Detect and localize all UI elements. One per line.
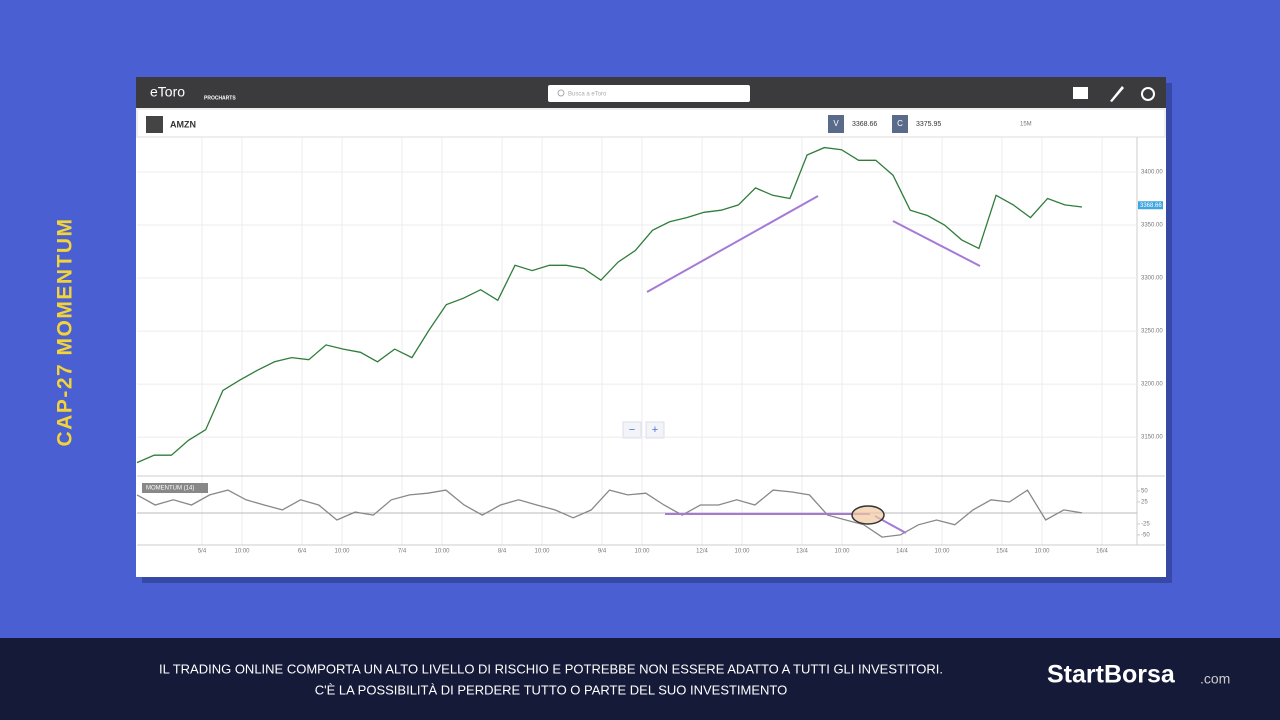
symbol-icon xyxy=(146,116,163,133)
x-tick-label: 8/4 xyxy=(498,549,507,555)
highlight-circle xyxy=(851,505,885,525)
zoom-out[interactable] xyxy=(622,421,642,439)
disclaimer-line: C'È LA POSSIBILITÀ DI PERDERE TUTTO O PA… xyxy=(315,682,788,697)
ask-badge[interactable] xyxy=(892,115,908,133)
side-title: CAP-27 MOMENTUM xyxy=(54,217,77,446)
x-tick-label: 15/4 xyxy=(996,549,1008,555)
timeframe[interactable]: 15M xyxy=(1020,122,1032,128)
footer-bar xyxy=(0,638,1280,720)
x-tick-label: 14/4 xyxy=(896,549,908,555)
logo-sub: PROCHARTS xyxy=(204,95,236,101)
y-tick-label: 3300.00 xyxy=(1141,276,1163,282)
x-tick-label: 10:00 xyxy=(734,549,750,555)
bull-icon[interactable] xyxy=(1141,87,1155,101)
momentum-label-bg xyxy=(142,483,208,493)
app-window xyxy=(136,77,1166,577)
y-tick-label: 3250.00 xyxy=(1141,329,1163,335)
bid-badge[interactable] xyxy=(828,115,844,133)
search-placeholder: Busca a eToro xyxy=(568,92,607,98)
x-tick-label: 9/4 xyxy=(598,549,607,555)
bid-price: 3368.66 xyxy=(852,121,877,128)
zoom-in-label: + xyxy=(652,424,658,436)
layout-icon[interactable] xyxy=(1073,87,1088,99)
y-tick-label: 3200.00 xyxy=(1141,382,1163,388)
toolbar xyxy=(136,108,1166,138)
search-icon xyxy=(557,89,565,97)
current-price-label: 3368.66 xyxy=(1140,203,1162,209)
x-tick-label: 16/4 xyxy=(1096,549,1108,555)
search-box[interactable] xyxy=(548,85,750,102)
trend-annotation xyxy=(646,195,819,293)
zoom-out-label: − xyxy=(629,424,635,436)
ask-price: 3375.95 xyxy=(916,121,941,128)
x-tick-label: 10:00 xyxy=(834,549,850,555)
x-tick-label: 12/4 xyxy=(696,549,708,555)
bid-label: V xyxy=(833,119,839,128)
y-tick-label: 3400.00 xyxy=(1141,170,1163,176)
y-tick-label: 50 xyxy=(1141,489,1148,495)
symbol: AMZN xyxy=(170,119,196,129)
x-tick-label: 7/4 xyxy=(398,549,407,555)
logo: eToro xyxy=(150,84,185,100)
current-price-badge xyxy=(1138,201,1163,210)
y-tick-label: 3350.00 xyxy=(1141,223,1163,229)
y-tick-label: 25 xyxy=(1141,500,1148,506)
x-tick-label: 6/4 xyxy=(298,549,307,555)
x-tick-label: 10:00 xyxy=(1034,549,1050,555)
price-line xyxy=(136,146,1083,464)
y-tick-label: 3150.00 xyxy=(1141,435,1163,441)
x-tick-label: 13/4 xyxy=(796,549,808,555)
y-tick-label: -25 xyxy=(1141,521,1150,527)
x-tick-label: 10:00 xyxy=(934,549,950,555)
x-tick-label: 10:00 xyxy=(334,549,350,555)
x-tick-label: 10:00 xyxy=(534,549,550,555)
momentum-label: MOMENTUM (14) xyxy=(146,486,194,492)
zoom-in[interactable] xyxy=(645,421,665,439)
brand-suffix: .com xyxy=(1200,671,1230,687)
y-tick-label: -50 xyxy=(1141,532,1150,538)
ask-label: C xyxy=(897,119,903,128)
x-tick-label: 10:00 xyxy=(634,549,650,555)
x-tick-label: 5/4 xyxy=(198,549,207,555)
x-tick-label: 10:00 xyxy=(434,549,450,555)
momentum-line xyxy=(136,489,1083,538)
disclaimer-line: IL TRADING ONLINE COMPORTA UN ALTO LIVEL… xyxy=(159,661,943,676)
brand: StartBorsa xyxy=(1047,661,1176,689)
x-tick-label: 10:00 xyxy=(234,549,250,555)
pen-icon[interactable] xyxy=(1110,86,1124,102)
trend-annotation xyxy=(892,220,981,267)
